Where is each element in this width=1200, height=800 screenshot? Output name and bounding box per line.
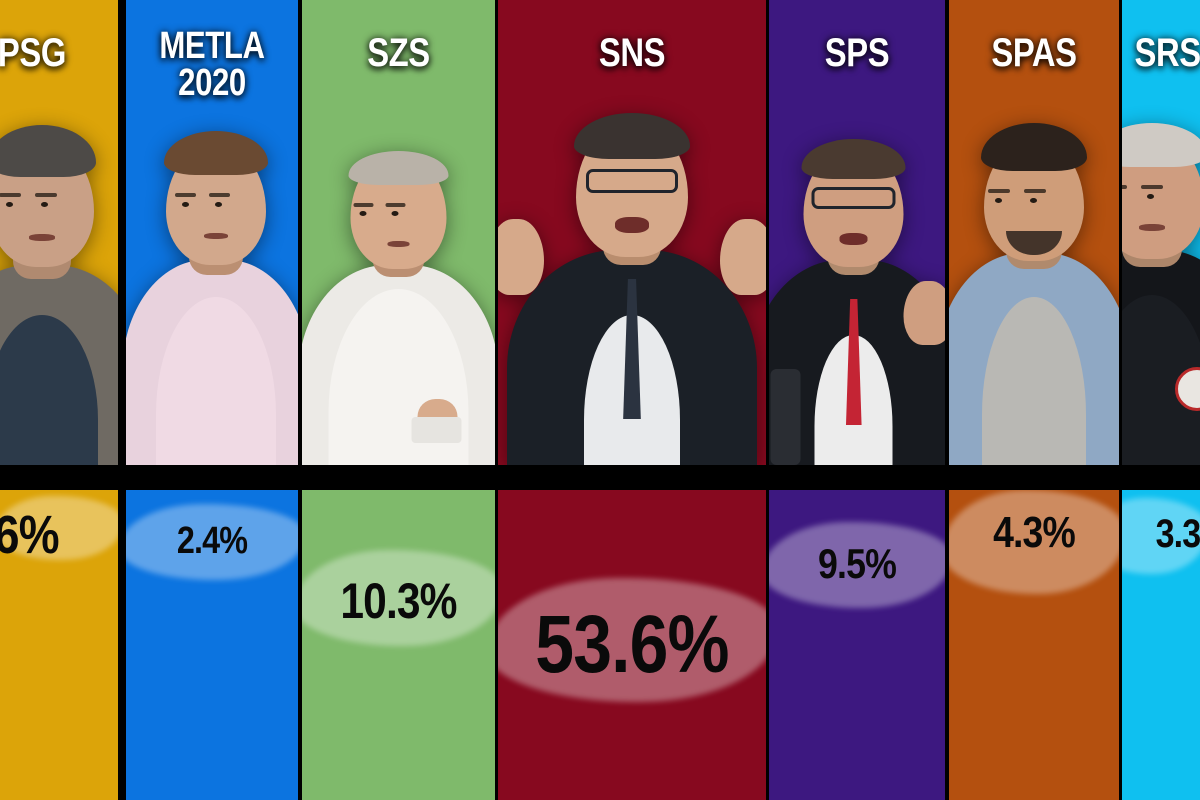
sps-leader-portrait — [769, 135, 946, 465]
microphone-prop — [770, 369, 801, 465]
percent-label-srs: 3.3% — [1155, 512, 1200, 556]
party-label-szs: SZS — [366, 31, 430, 75]
percent-label-sps: 9.5% — [818, 540, 897, 587]
party-label-sps: SPS — [825, 31, 890, 75]
separator-spas — [948, 465, 1119, 490]
column-gap-5 — [945, 0, 949, 800]
column-gap-4 — [765, 0, 770, 800]
hand-shape — [903, 281, 946, 345]
result-bar-szs: 10.3% — [301, 490, 495, 800]
party-label-spas: SPAS — [991, 31, 1077, 75]
metla-leader-portrait — [126, 131, 299, 465]
separator-metla2020 — [126, 465, 299, 490]
brush-stroke-metla2020 — [126, 504, 299, 580]
separator-sns — [497, 465, 766, 490]
percent-label-spas: 4.3% — [992, 508, 1076, 557]
party-label-sns: SNS — [598, 31, 666, 75]
portrait-panel-srs: SRS — [1121, 0, 1200, 465]
party-column-spas: SPAS 4.3% — [948, 0, 1119, 800]
party-column-srs: SRS 3.3% — [1121, 0, 1200, 800]
separator-psg — [0, 465, 118, 490]
portrait-panel-sns: SNS — [497, 0, 766, 465]
column-gap-3 — [494, 0, 498, 800]
eyeglasses-icon — [585, 169, 678, 193]
party-label-srs: SRS — [1134, 31, 1200, 75]
result-bar-srs: 3.3% — [1121, 490, 1200, 800]
party-column-sns: SNS 53.6% — [497, 0, 766, 800]
percent-label-szs: 10.3% — [340, 573, 457, 629]
result-bar-metla2020: 2.4% — [126, 490, 299, 800]
psg-leader-portrait — [0, 125, 118, 465]
party-column-metla2020: METLA 2020 2.4% — [126, 0, 299, 800]
brush-stroke-psg — [0, 496, 118, 560]
party-column-sps: SPS 9.5% — [769, 0, 946, 800]
szs-leader-portrait — [301, 145, 495, 465]
percent-label-psg: 6% — [0, 505, 60, 565]
separator-szs — [301, 465, 495, 490]
brush-stroke-sps — [769, 522, 946, 608]
brush-stroke-szs — [301, 550, 495, 646]
portrait-panel-szs: SZS — [301, 0, 495, 465]
separator-sps — [769, 465, 946, 490]
portrait-panel-sps: SPS — [769, 0, 946, 465]
column-gap-1 — [118, 0, 127, 800]
portrait-panel-spas: SPAS — [948, 0, 1119, 465]
separator-srs — [1121, 465, 1200, 490]
srs-leader-portrait — [1121, 123, 1200, 465]
sns-leader-portrait — [497, 95, 766, 465]
brush-stroke-sns — [497, 578, 766, 702]
party-column-szs: SZS 10.3% — [301, 0, 495, 800]
party-column-psg: PSG 6% — [0, 0, 118, 800]
portrait-panel-metla2020: METLA 2020 — [126, 0, 299, 465]
paper-prop — [411, 417, 462, 443]
brush-stroke-srs — [1121, 498, 1200, 574]
column-gap-2 — [298, 0, 302, 800]
result-bar-sns: 53.6% — [497, 490, 766, 800]
party-label-psg: PSG — [0, 31, 66, 75]
percent-label-metla2020: 2.4% — [177, 520, 248, 562]
party-label-metla2020: METLA 2020 — [159, 25, 266, 105]
hand-shape-right — [719, 219, 766, 295]
eyeglasses-icon — [811, 187, 896, 209]
percent-label-sns: 53.6% — [535, 599, 729, 690]
result-bar-psg: 6% — [0, 490, 118, 800]
column-gap-6 — [1118, 0, 1122, 800]
result-bar-sps: 9.5% — [769, 490, 946, 800]
brush-stroke-spas — [948, 490, 1119, 594]
portrait-panel-psg: PSG — [0, 0, 118, 465]
hand-shape-left — [497, 219, 544, 295]
result-bar-spas: 4.3% — [948, 490, 1119, 800]
spas-leader-portrait — [948, 123, 1119, 465]
